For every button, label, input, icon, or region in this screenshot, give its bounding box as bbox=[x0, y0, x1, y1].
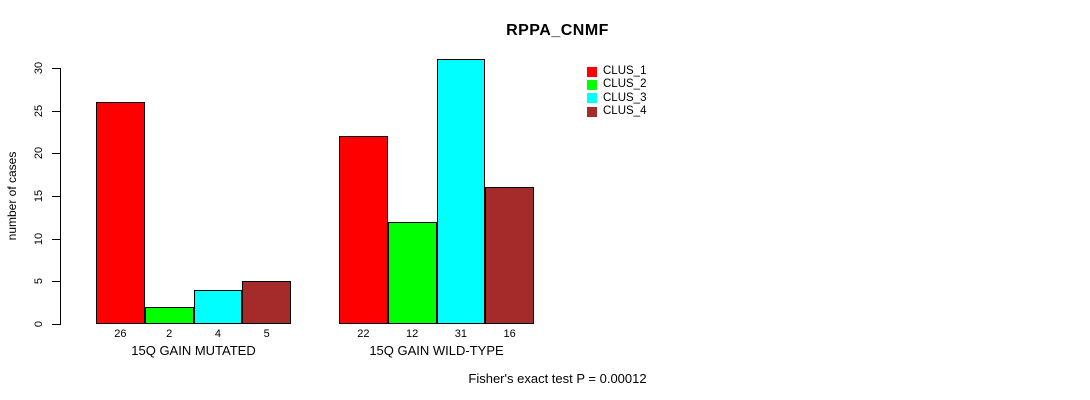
bar-value-label: 26 bbox=[114, 328, 127, 340]
y-axis-tick-label: 0 bbox=[33, 320, 45, 328]
bar-value-label: 22 bbox=[357, 328, 370, 340]
y-axis-tick-label: 20 bbox=[33, 147, 45, 160]
bar-clus_3-1 bbox=[193, 289, 243, 324]
bar-clus_2-1 bbox=[144, 306, 194, 324]
y-axis-tick bbox=[52, 110, 60, 112]
legend: CLUS_1 CLUS_2 CLUS_3 CLUS_4 bbox=[587, 65, 646, 119]
y-axis-title: number of cases bbox=[5, 151, 19, 241]
legend-item-clus_3: CLUS_3 bbox=[587, 92, 646, 105]
legend-item-clus_4: CLUS_4 bbox=[587, 105, 646, 118]
bar-clus_1-1 bbox=[96, 102, 145, 324]
legend-item-clus_1: CLUS_1 bbox=[587, 65, 646, 78]
bar-value-label: 31 bbox=[454, 328, 467, 340]
y-axis-tick-label: 15 bbox=[33, 189, 45, 203]
y-axis-tick-label: 10 bbox=[33, 232, 45, 245]
bar-value-label: 4 bbox=[214, 328, 221, 340]
legend-swatch-icon bbox=[587, 80, 597, 91]
y-axis-tick-label: 25 bbox=[33, 104, 45, 117]
bar-value-label: 16 bbox=[503, 328, 516, 340]
y-axis-tick bbox=[52, 281, 60, 283]
y-axis-tick bbox=[52, 153, 60, 155]
bar-clus_2-2 bbox=[387, 221, 437, 324]
chart-title: RPPA_CNMF bbox=[506, 22, 609, 39]
y-axis-tick bbox=[52, 196, 60, 197]
y-axis-line bbox=[60, 68, 61, 325]
y-axis-tick-label: 5 bbox=[33, 278, 45, 285]
bar-clus_3-2 bbox=[436, 59, 486, 324]
category-label: 15Q GAIN WILD-TYPE bbox=[369, 343, 504, 358]
legend-swatch-icon bbox=[587, 66, 597, 77]
category-label: 15Q GAIN MUTATED bbox=[131, 343, 256, 358]
legend-label: CLUS_1 bbox=[603, 65, 647, 77]
legend-label: CLUS_3 bbox=[603, 91, 647, 104]
legend-swatch-icon bbox=[587, 93, 597, 104]
legend-label: CLUS_4 bbox=[603, 105, 647, 118]
bar-clus_1-2 bbox=[339, 136, 388, 324]
bar-value-label: 2 bbox=[166, 328, 173, 340]
legend-swatch-icon bbox=[587, 106, 597, 117]
bar-clus_4-1 bbox=[242, 281, 291, 324]
y-axis-tick bbox=[52, 68, 60, 69]
y-axis-tick-label: 30 bbox=[33, 61, 45, 75]
bar-clus_4-2 bbox=[485, 187, 534, 324]
fisher-test-annotation: Fisher's exact test P = 0.00012 bbox=[468, 371, 647, 386]
bar-value-label: 12 bbox=[406, 328, 419, 340]
bar-value-label: 5 bbox=[263, 328, 270, 340]
y-axis-tick bbox=[52, 238, 60, 240]
legend-label: CLUS_2 bbox=[603, 78, 647, 91]
legend-item-clus_2: CLUS_2 bbox=[587, 78, 646, 91]
y-axis-tick bbox=[52, 324, 60, 325]
